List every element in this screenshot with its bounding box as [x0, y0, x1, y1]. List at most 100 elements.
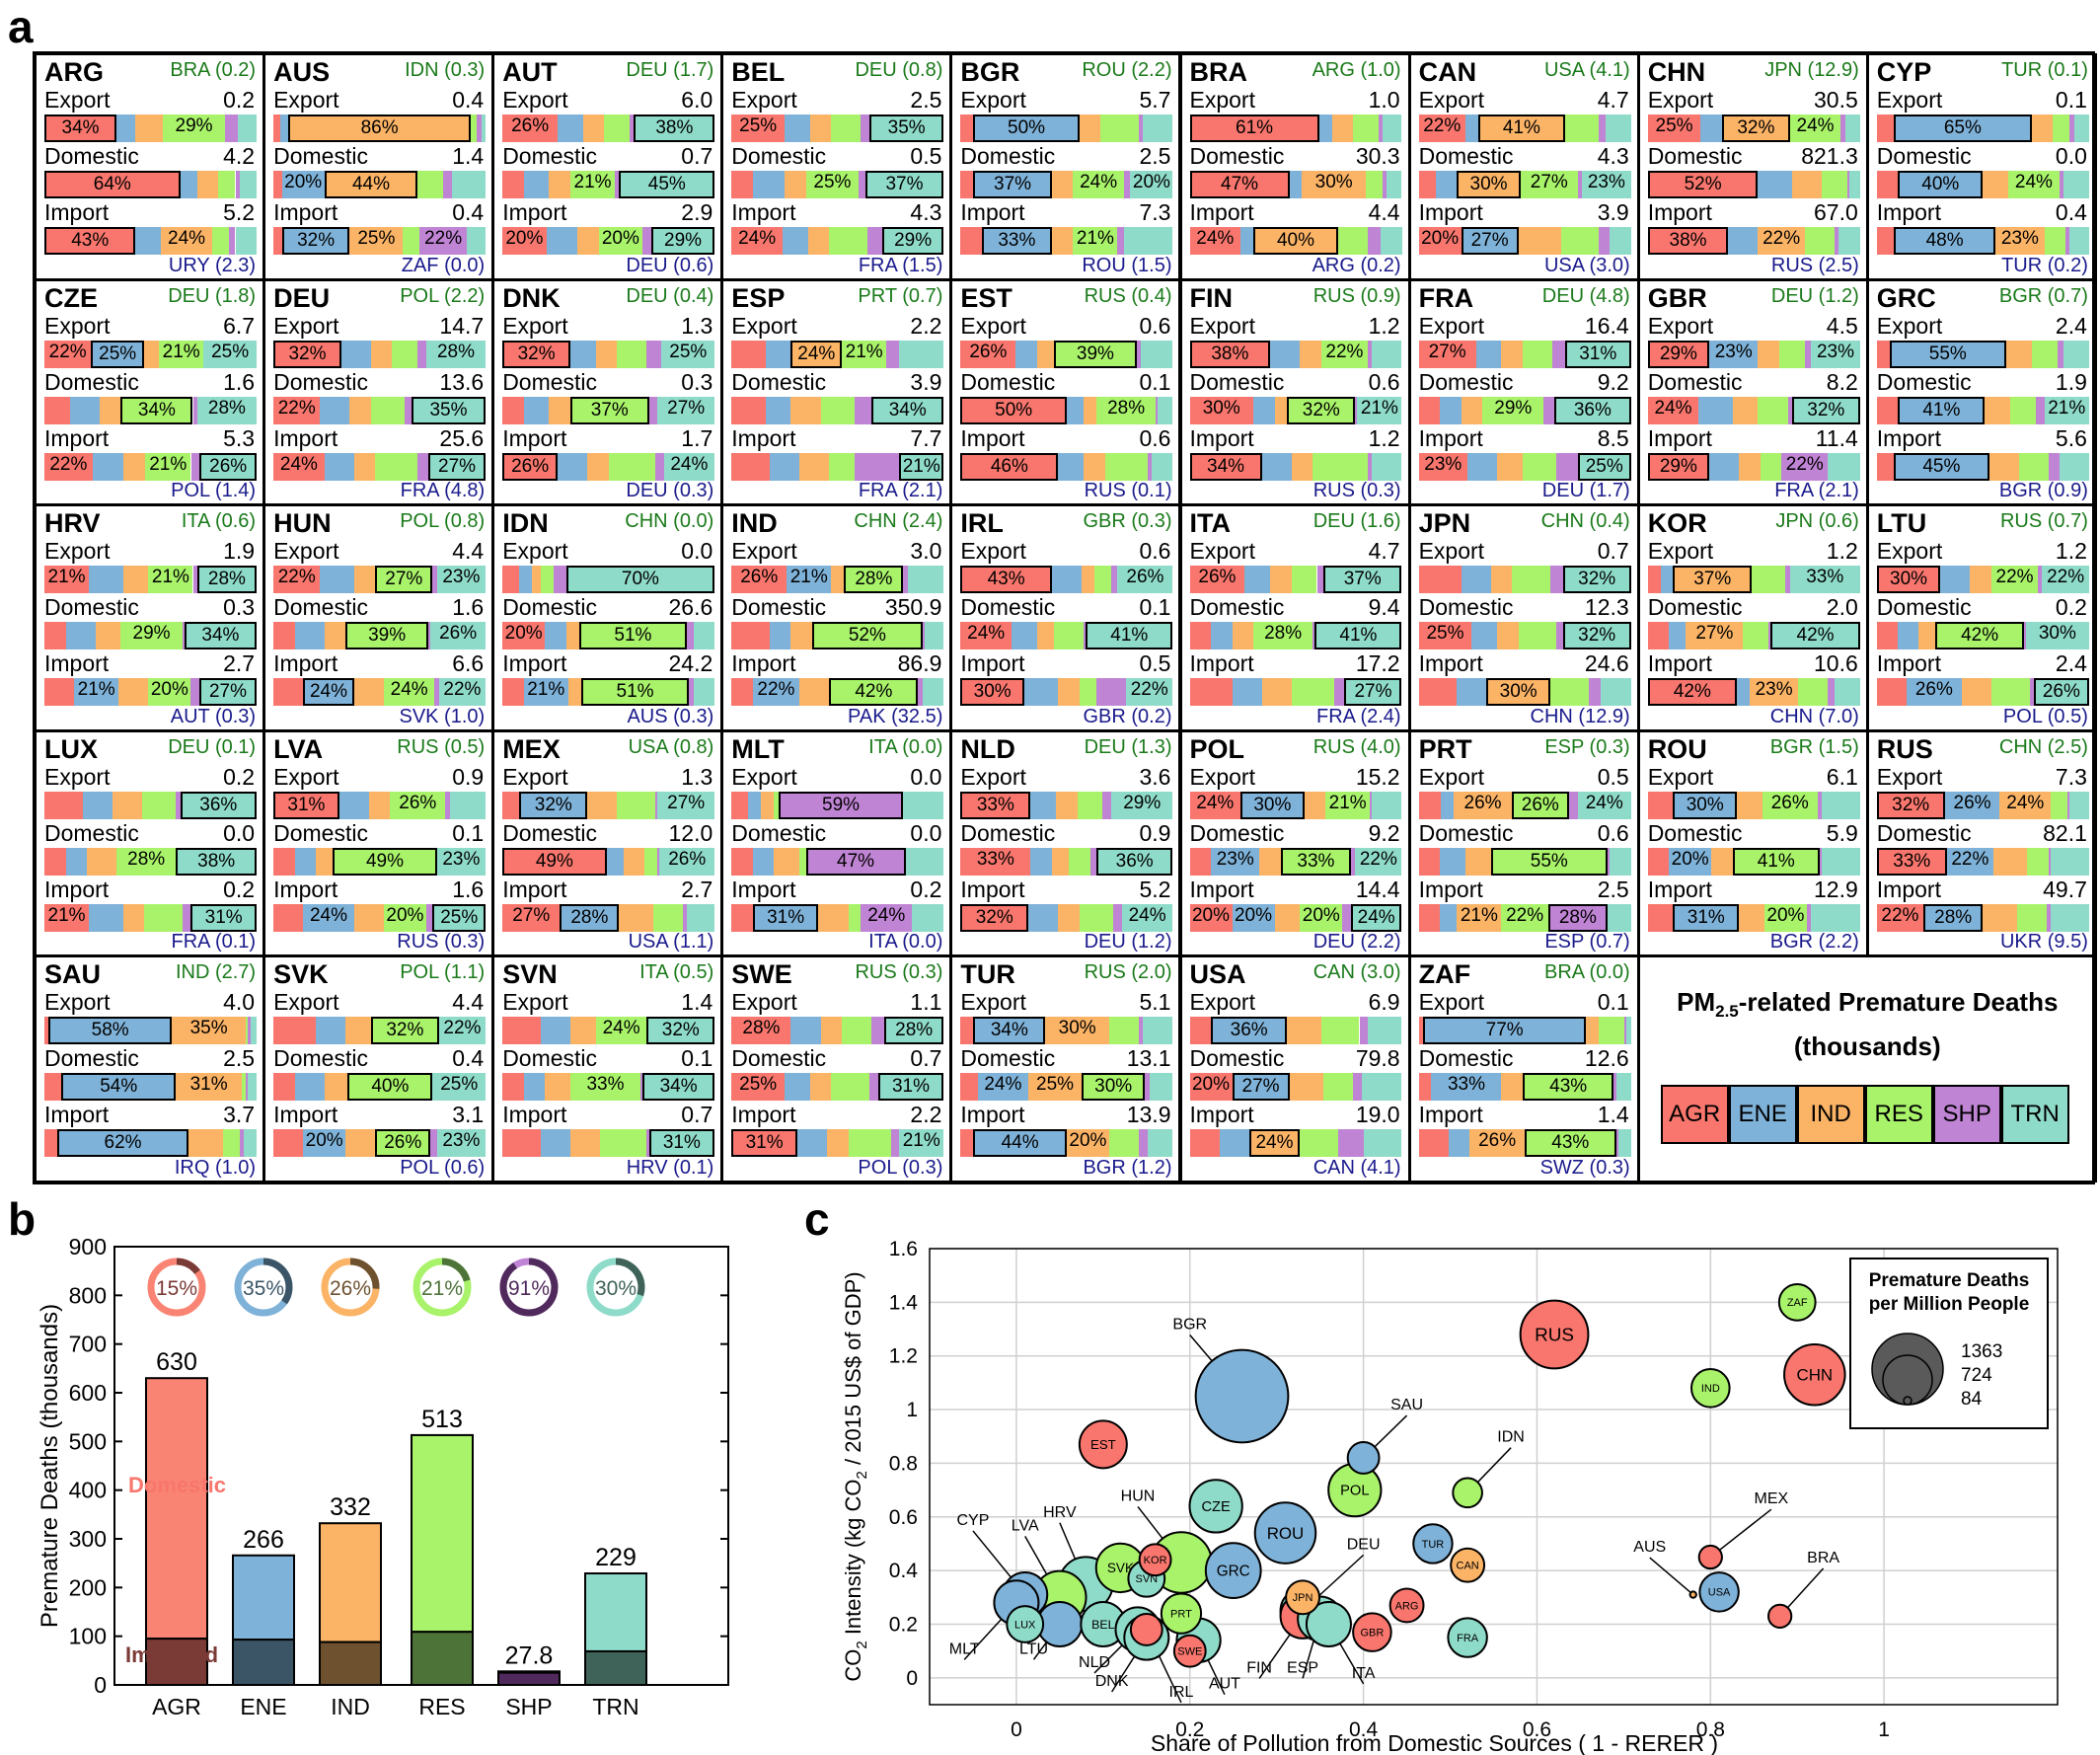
- sector-bar: 36%: [44, 791, 257, 819]
- bar-segment-res: [1549, 678, 1589, 706]
- bar-segment-ene: [1461, 566, 1491, 593]
- bubble-label-can: CAN: [1457, 1561, 1479, 1572]
- segment-percent: 20%: [386, 904, 424, 926]
- bar-segment-res: [1778, 340, 1805, 368]
- row-label-export: Export: [44, 763, 111, 790]
- row-label-export: Export: [731, 538, 797, 564]
- segment-percent: 24%: [670, 453, 709, 475]
- bar-segment-agr: [1418, 396, 1441, 424]
- sector-bar: 27% 28%: [502, 903, 715, 932]
- row-label-export: Export: [1418, 87, 1485, 113]
- sector-bar: 21% 21% 28%: [44, 566, 257, 593]
- bar-segment-ind: [1274, 396, 1288, 424]
- bar-segment-shp: [1785, 566, 1790, 593]
- segment-percent: 28%: [1107, 397, 1146, 419]
- bubble-usa: [1698, 1571, 1740, 1613]
- bar-segment-ind: [785, 171, 806, 198]
- sector-bar: 48% 23%: [1876, 227, 2089, 255]
- segment-percent: 34%: [201, 625, 240, 646]
- segment-percent: 26%: [1521, 794, 1559, 815]
- bar-segment-ind: [1497, 452, 1523, 481]
- row-label-export: Export: [1189, 312, 1255, 339]
- segment-percent: 33%: [1893, 850, 1931, 872]
- import-share-arc: [615, 1258, 645, 1297]
- top-import-partner: IRQ (1.0): [174, 1156, 257, 1179]
- bar-segment-ind: [1274, 903, 1301, 932]
- bar-segment-ene: [569, 340, 596, 368]
- bar-segment-trn: 25%: [661, 340, 715, 368]
- bar-segment-ind: [619, 903, 653, 932]
- bar-segment-ind: [1081, 566, 1094, 593]
- bar-segment-ind: [316, 847, 334, 876]
- segment-percent: 32%: [288, 343, 327, 364]
- bar-segment-ene: [558, 452, 588, 481]
- bar-segment-shp: [854, 452, 900, 481]
- row-label-domestic: Domestic: [1647, 819, 1743, 846]
- bar-segment-agr: 47%: [1189, 171, 1290, 198]
- sector-bar: 31% 20%: [1647, 903, 1860, 932]
- row-label-export: Export: [1189, 538, 1255, 564]
- bar-segment-ind: [370, 340, 393, 368]
- segment-percent: 21%: [77, 679, 115, 700]
- bar-segment-res: [1564, 114, 1600, 142]
- segment-percent: 22%: [2047, 567, 2085, 587]
- bubble-label-pol: POL: [1340, 1484, 1369, 1499]
- bar-segment-trn: [1149, 1073, 1173, 1101]
- bubble-swe: [1172, 1634, 1207, 1668]
- bar-segment-shp: [1147, 452, 1152, 481]
- bar-segment-ene: [69, 396, 100, 424]
- bar-segment-res: [820, 396, 855, 424]
- bar-segment-agr: 24%: [273, 452, 325, 481]
- bar-segment-shp: [861, 114, 870, 142]
- bubble-label-tur: TUR: [1422, 1539, 1445, 1551]
- bar-segment-trn: 29%: [881, 227, 944, 255]
- row-value-import: 67.0: [1814, 199, 1858, 225]
- segment-percent: 35%: [887, 117, 926, 138]
- segment-percent: 26%: [511, 455, 550, 477]
- country-cell: MLT ITA (0.0) Export 0.0 59% Domestic 0.0 47% Im…: [721, 729, 952, 956]
- bar-segment-ind: [827, 1129, 849, 1157]
- segment-percent: 38%: [197, 850, 236, 872]
- bar-segment-ind: [2031, 114, 2054, 142]
- bar-segment-shp: [1102, 791, 1112, 819]
- bar-segment-ene: [782, 227, 808, 255]
- bar-segment-res: [144, 903, 183, 932]
- bar-segment-shp: [854, 396, 872, 424]
- bar-segment-ind: [1586, 1017, 1600, 1044]
- bar-total-label: 630: [156, 1348, 197, 1376]
- top-import-partner: RUS (2.5): [1770, 254, 1859, 276]
- bar-segment-agr: [273, 1017, 317, 1044]
- bar-segment-res: 51%: [578, 622, 688, 649]
- sector-bar: 26% 26%: [1876, 678, 2089, 706]
- top-import-partner: SWZ (0.3): [1539, 1156, 1630, 1179]
- sector-bar: 30% 22% 22%: [1876, 566, 2089, 593]
- bar-segment-trn: 36%: [180, 791, 257, 819]
- bar-segment-trn: [250, 1017, 257, 1044]
- bar-segment-ene: [1728, 227, 1759, 255]
- bar-segment-ind: [353, 903, 384, 932]
- x-tick-label: AGR: [152, 1694, 201, 1719]
- bar-segment-res: 52%: [811, 622, 923, 649]
- bar-segment-trn: 37%: [1322, 566, 1402, 593]
- row-value-domestic: 12.0: [668, 819, 713, 846]
- country-cell: BEL DEU (0.8) Export 2.5 25% 35% Domestic 0.5 25…: [721, 53, 952, 280]
- country-code: MLT: [731, 733, 785, 764]
- size-legend-circle: [1903, 1396, 1912, 1406]
- bubble-ita: [1305, 1600, 1352, 1647]
- top-import-partner: SVK (1.0): [399, 705, 486, 727]
- country-cell: CYP TUR (0.1) Export 0.1 65% Domestic 0.0 40% 24…: [1866, 53, 2097, 280]
- segment-percent: 26%: [1478, 1130, 1517, 1151]
- segment-percent: 23%: [442, 567, 481, 587]
- sector-bar: 65%: [1876, 114, 2089, 142]
- bar-segment-agr: [502, 1017, 541, 1044]
- segment-percent: 25%: [813, 172, 852, 192]
- bar-segment-trn: [235, 227, 257, 255]
- row-value-export: 2.2: [910, 312, 942, 339]
- bar-segment-ene: [324, 452, 354, 481]
- row-label-export: Export: [960, 989, 1026, 1015]
- bar-segment-ind: [1300, 340, 1321, 368]
- bar-segment-ene: [1457, 678, 1487, 706]
- bar-segment-trn: [1151, 452, 1173, 481]
- row-value-export: 3.0: [910, 538, 942, 564]
- bar-segment-ind: [1056, 791, 1078, 819]
